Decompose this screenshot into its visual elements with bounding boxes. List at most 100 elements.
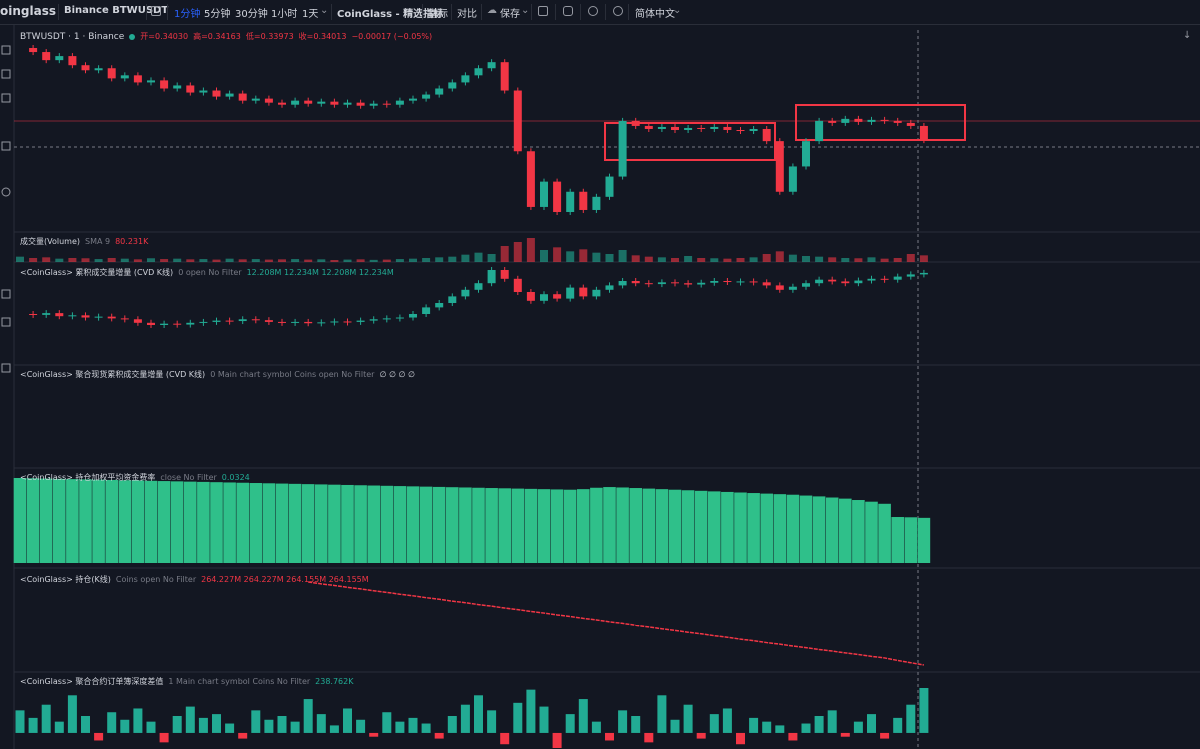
interval[interactable]: 1天 [302,9,319,20]
top-toolbar: oinglass Binance BTWUSDT 1分钟 5分钟 30分钟 1小… [0,0,1200,25]
interval[interactable]: 5分钟 [204,9,231,20]
indicator-params: 0 Main chart symbol Coins open No Filter [210,370,375,379]
volume-bar [160,259,169,262]
depth-bar [198,717,208,733]
depth-bar [264,719,274,733]
language[interactable]: 简体中文 [635,9,675,20]
tool-icon[interactable] [1,69,11,79]
separator [167,4,168,20]
funding-bar [26,478,40,563]
funding-bar [590,487,603,563]
tool-icon[interactable] [1,141,11,151]
symbol[interactable]: Binance BTWUSDT [64,5,169,16]
save[interactable]: 保存 [500,9,520,20]
indicator-set[interactable]: CoinGlass - 精选指标 [337,9,444,20]
funding-bar [786,494,800,563]
tool-icon[interactable] [1,363,11,373]
volume-bar [29,258,38,262]
funding-bar [53,478,66,563]
status-dot [129,33,136,40]
interval[interactable]: 30分钟 [235,9,268,20]
volume-bar [409,258,417,262]
volume-bar [199,259,208,262]
camera-icon[interactable] [563,6,573,16]
tool-icon[interactable] [1,45,11,55]
volume-bar [500,246,509,262]
scroll-down-icon[interactable]: ↓ [1183,30,1191,41]
funding-bar [747,493,760,563]
indicators[interactable]: 指标 [428,9,448,20]
volume-bar [42,257,51,262]
funding-bar [812,496,826,563]
indicator-params: SMA 9 [85,237,111,246]
volume-bar [605,254,614,262]
settings-icon[interactable] [588,6,598,16]
funding-bar [904,517,918,563]
depth-legend: <CoinGlass> 聚合合约订单簿深度差值 1 Main chart sym… [20,676,353,687]
funding-bar [223,482,236,563]
depth-bar [303,699,313,733]
separator [451,4,452,20]
depth-bar [565,714,575,733]
volume-bar [356,259,365,262]
volume-bar [133,259,142,262]
indicator-value: 0.0324 [221,473,250,482]
separator [628,4,629,20]
funding-legend: <CoinGlass> 持仓加权平均资金费率 close No Filter 0… [20,472,250,483]
volume-bar [841,258,850,262]
volume-bar [212,259,221,262]
interval[interactable]: 1分钟 [174,9,201,20]
volume-bar [68,258,77,262]
depth-bar [81,716,90,733]
funding-bar [799,495,813,563]
volume-bar [474,252,483,262]
open-interest-legend: <CoinGlass> 持仓(K线) Coins open No Filter … [20,574,369,585]
volume-bar [225,258,234,262]
cloud-icon[interactable]: ☁ [487,5,497,16]
volume-bar [880,258,889,262]
funding-bar [66,479,79,563]
tool-icon[interactable] [1,317,11,327]
depth-bar [853,721,863,733]
layout-icon[interactable] [538,6,548,16]
volume-bar [369,259,378,262]
depth-bar [814,716,824,733]
separator [58,4,59,20]
depth-bar [722,708,732,733]
depth-bar [736,732,745,745]
volume-bar [723,258,732,262]
interval[interactable]: 1小时 [271,9,298,20]
volume-bar [147,258,155,262]
depth-bar [395,721,405,733]
chevron[interactable]: ⌄ [521,5,530,16]
funding-bar [341,484,354,563]
funding-bar [865,501,878,563]
tool-icon[interactable] [1,289,11,299]
volume-bar [644,256,653,262]
funding-bar [839,498,852,563]
volume-bar [540,250,548,262]
depth-bar [500,732,510,745]
indicator-name: <CoinGlass> 聚合合约订单簿深度差值 [20,677,164,686]
funding-bar [524,488,538,563]
user-icon[interactable] [613,6,623,16]
volume-bar [120,258,129,262]
chevron[interactable]: ⌄ [673,5,682,16]
chart-type-icon[interactable] [151,6,161,16]
funding-bar [315,484,328,563]
chevron[interactable]: ⌄ [320,5,329,16]
funding-bar [668,489,682,563]
tool-icon[interactable] [1,93,11,103]
annotation-box [604,122,776,161]
tool-icon[interactable] [1,187,11,197]
funding-bar [419,486,433,563]
volume-bar [867,257,876,262]
volume-bar [697,258,706,262]
funding-bar [79,479,92,563]
depth-bar [893,717,903,733]
depth-bar [605,732,614,741]
depth-bar [316,714,326,733]
indicator-name: <CoinGlass> 持仓加权平均资金费率 [20,473,156,482]
compare[interactable]: 对比 [457,9,477,20]
volume-bar [906,254,915,262]
